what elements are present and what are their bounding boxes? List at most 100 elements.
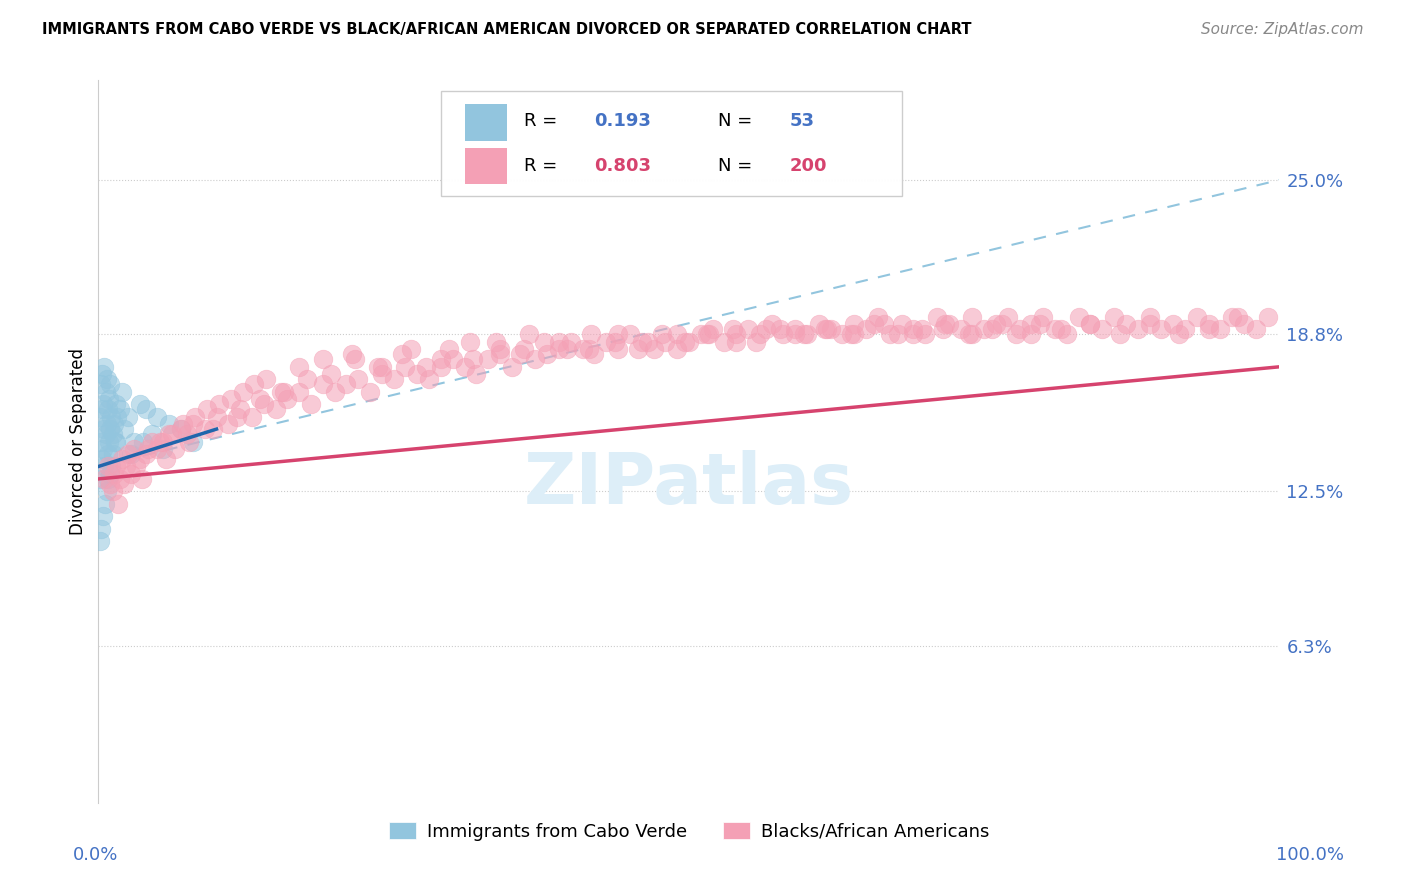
Point [1227,310,1250,324]
Point [696,327,718,342]
Point [678,334,700,349]
Point [755,322,778,336]
Point [157,417,180,431]
Point [112,476,135,491]
Point [548,343,571,357]
Point [299,397,322,411]
Text: N =: N = [718,157,752,175]
Point [160,427,183,442]
Point [418,372,440,386]
Point [578,343,600,357]
FancyBboxPatch shape [464,104,508,141]
Point [195,402,218,417]
Point [1115,318,1137,332]
Point [815,322,838,336]
Point [243,377,266,392]
Point [1080,318,1102,332]
Point [725,327,748,342]
Point [1091,322,1114,336]
Point [949,322,972,336]
Point [748,327,770,342]
Point [101,427,124,442]
Point [105,397,128,411]
Point [121,447,143,461]
Point [98,434,121,449]
Point [785,322,807,336]
Point [91,452,114,467]
Point [1005,327,1028,342]
Point [181,434,204,449]
Point [844,327,866,342]
Point [666,343,689,357]
Point [873,318,896,332]
Point [105,459,128,474]
Point [135,447,157,461]
Point [796,327,818,342]
Point [460,334,482,349]
Point [90,377,112,392]
Point [98,422,121,436]
Point [91,397,114,411]
Point [146,442,169,456]
Text: 53: 53 [789,112,814,130]
Point [170,422,193,436]
Text: ZIPatlas: ZIPatlas [524,450,853,519]
Point [401,343,423,357]
Point [104,434,127,449]
Point [855,322,877,336]
Point [93,422,115,436]
Point [225,409,247,424]
Point [607,327,630,342]
Text: 100.0%: 100.0% [1277,846,1344,863]
Point [737,322,759,336]
Point [461,352,484,367]
Point [1021,327,1043,342]
Point [1109,327,1132,342]
Point [273,384,295,399]
Text: 0.0%: 0.0% [73,846,118,863]
Point [91,509,114,524]
Point [201,422,224,436]
Point [125,459,148,474]
Point [184,409,207,424]
Point [831,327,853,342]
Text: 0.193: 0.193 [595,112,651,130]
Point [205,409,228,424]
Point [1139,318,1161,332]
Point [651,327,673,342]
Point [90,522,112,536]
Point [430,352,453,367]
Point [89,472,111,486]
Point [179,434,201,449]
Point [501,359,523,374]
Point [96,372,118,386]
Point [288,384,311,399]
Point [297,372,319,386]
Text: IMMIGRANTS FROM CABO VERDE VS BLACK/AFRICAN AMERICAN DIVORCED OR SEPARATED CORRE: IMMIGRANTS FROM CABO VERDE VS BLACK/AFRI… [42,22,972,37]
Point [172,417,194,431]
Point [962,327,984,342]
Point [991,318,1014,332]
Point [477,352,499,367]
Point [152,434,174,449]
Point [1168,327,1191,342]
Point [430,359,453,374]
Point [128,452,150,467]
Point [637,334,659,349]
Point [319,368,342,382]
Point [100,459,122,474]
Point [772,327,794,342]
Point [903,322,925,336]
Point [94,384,117,399]
Point [98,392,121,407]
Point [217,417,239,431]
Point [984,318,1007,332]
Point [981,322,1004,336]
Point [135,402,157,417]
Point [1043,322,1066,336]
Point [792,327,814,342]
Point [595,334,617,349]
Point [117,409,139,424]
Point [415,359,437,374]
Point [533,334,555,349]
